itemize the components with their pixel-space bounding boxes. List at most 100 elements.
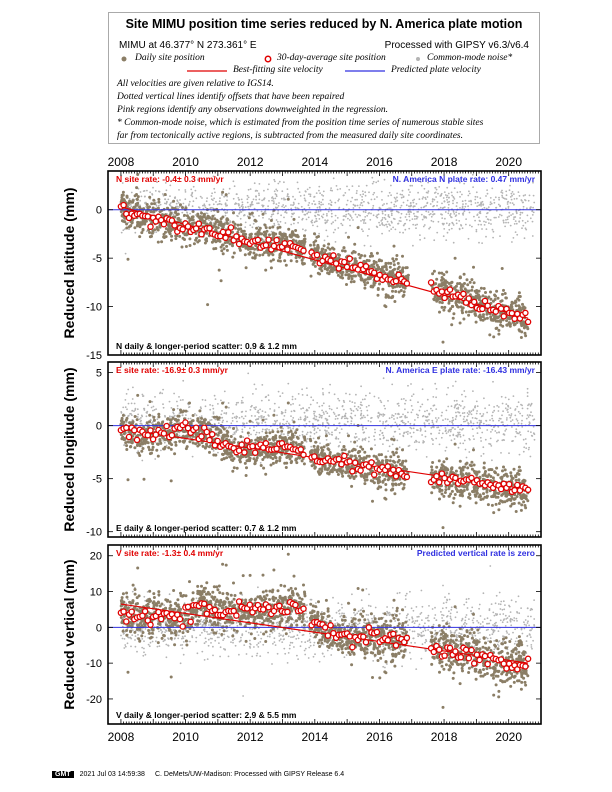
- note-1: All velocities are given relative to IGS…: [117, 79, 274, 89]
- daily-point: [180, 245, 184, 249]
- cm-point: [415, 227, 417, 230]
- cm-point: [431, 419, 434, 422]
- daily-point: [475, 290, 479, 294]
- cm-point: [473, 215, 475, 218]
- cm-point: [308, 202, 311, 204]
- cm-point: [145, 415, 148, 418]
- cm-point: [457, 433, 460, 435]
- cm-point: [250, 202, 253, 204]
- daily-point: [205, 237, 208, 241]
- cm-point: [192, 185, 195, 188]
- cm-point: [205, 200, 208, 203]
- cm-point: [322, 402, 325, 405]
- panel-latitude: 2008 2010 2012 2014 2016 2018 20200-5-10-15Red…: [61, 155, 542, 362]
- cm-point: [335, 436, 338, 439]
- daily-point: [255, 456, 259, 460]
- cm-point: [436, 231, 439, 234]
- cm-point: [390, 184, 392, 187]
- daily-point: [146, 206, 150, 210]
- cm-point: [223, 412, 226, 414]
- cm-point: [363, 220, 365, 222]
- cm-point: [461, 206, 464, 209]
- daily-point: [294, 229, 298, 232]
- cm-point: [309, 195, 312, 198]
- cm-point: [463, 210, 466, 213]
- daily-point: [482, 313, 485, 317]
- daily-point: [499, 299, 503, 303]
- cm-point: [140, 422, 142, 425]
- cm-point: [364, 194, 367, 197]
- daily-point: [328, 270, 332, 273]
- cm-point: [219, 202, 221, 205]
- daily-point: [170, 238, 173, 242]
- cm-point: [218, 200, 221, 203]
- cm-point: [274, 206, 277, 209]
- daily-point: [384, 261, 388, 265]
- cm-point: [264, 411, 267, 413]
- cm-point: [513, 203, 515, 206]
- avg-point: [427, 279, 435, 286]
- cm-point: [360, 202, 362, 204]
- cm-point: [255, 431, 258, 434]
- daily-point: [274, 232, 278, 236]
- cm-point: [304, 190, 307, 193]
- x-tick-label: 2008: [108, 155, 135, 169]
- cm-point: [504, 407, 507, 410]
- cm-point: [245, 422, 248, 425]
- cm-point: [459, 435, 462, 438]
- cm-point: [441, 213, 443, 216]
- daily-point: [368, 276, 372, 280]
- cm-point: [344, 215, 347, 218]
- cm-point: [233, 431, 236, 434]
- cm-point: [476, 410, 478, 412]
- cm-point: [189, 212, 192, 215]
- cm-point: [490, 445, 493, 447]
- cm-point: [445, 393, 448, 396]
- cm-point: [225, 412, 228, 414]
- cm-point: [468, 451, 471, 453]
- cm-point: [368, 212, 370, 214]
- cm-point: [492, 230, 495, 233]
- cm-point: [224, 211, 227, 214]
- cm-point: [480, 205, 482, 207]
- cm-point: [390, 220, 393, 223]
- daily-point: [152, 202, 156, 206]
- daily-point: [284, 263, 288, 267]
- daily-point: [216, 226, 220, 230]
- cm-point: [390, 210, 392, 213]
- cm-point: [185, 414, 187, 416]
- daily-point: [519, 321, 523, 325]
- cm-point: [291, 419, 294, 421]
- avg-point: [184, 223, 192, 230]
- cm-point: [275, 203, 278, 206]
- cm-point: [281, 392, 284, 394]
- cm-point: [337, 227, 340, 229]
- cm-point: [281, 205, 283, 208]
- cm-point: [273, 409, 276, 411]
- cm-point: [245, 410, 247, 413]
- cm-point: [286, 188, 289, 191]
- cm-point: [328, 405, 331, 407]
- avg-point: [300, 247, 307, 254]
- cm-point: [446, 199, 448, 201]
- cm-point: [390, 214, 393, 217]
- cm-point: [154, 396, 156, 398]
- daily-point: [158, 210, 162, 214]
- cm-point: [364, 398, 366, 401]
- cm-point: [277, 223, 280, 226]
- cm-point: [456, 435, 459, 438]
- cm-point: [319, 414, 322, 417]
- cm-point: [464, 205, 467, 208]
- cm-point: [284, 222, 287, 224]
- cm-point: [470, 199, 472, 202]
- cm-point: [229, 220, 232, 223]
- daily-point: [261, 253, 265, 257]
- cm-point: [381, 199, 383, 201]
- cm-point: [400, 420, 403, 423]
- cm-point: [258, 431, 261, 434]
- cm-point: [129, 413, 131, 415]
- cm-point: [178, 206, 181, 208]
- cm-point: [513, 423, 516, 425]
- cm-point: [464, 395, 467, 398]
- cm-point: [278, 202, 280, 204]
